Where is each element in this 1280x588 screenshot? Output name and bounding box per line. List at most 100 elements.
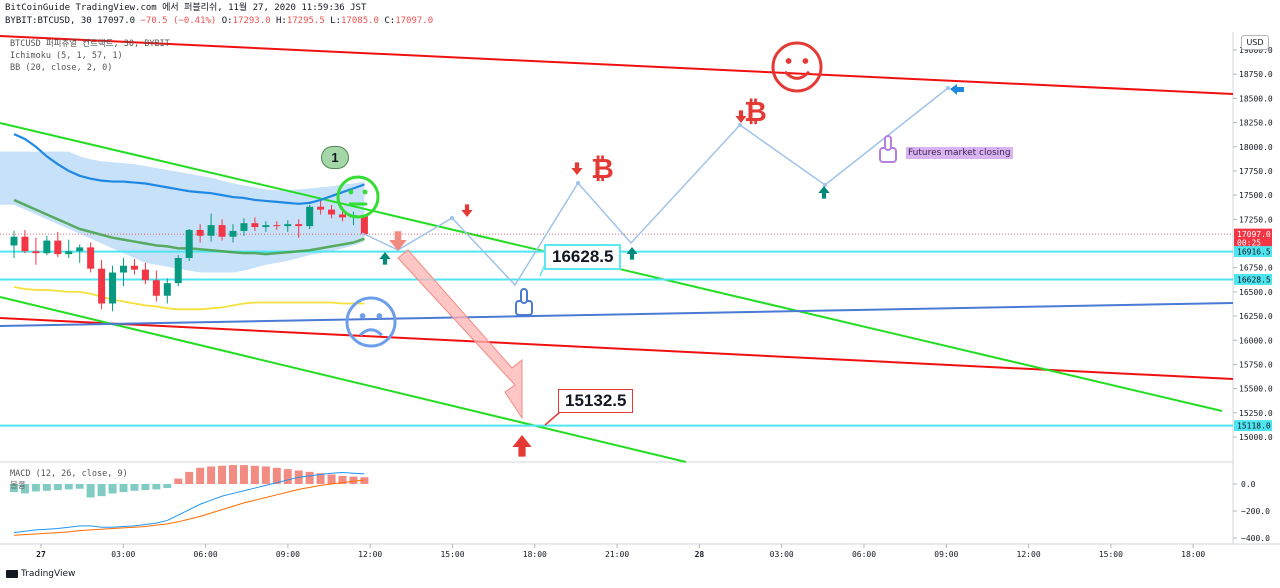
candle-body — [207, 225, 215, 236]
candle-body — [273, 225, 281, 227]
macd-histogram-bar — [327, 474, 336, 484]
tradingview-logo-icon — [6, 570, 18, 578]
macd-signal-line — [13, 479, 365, 536]
time-tick-label: 18:00 — [523, 550, 547, 559]
macd-layer — [10, 465, 369, 536]
blue-trendline — [0, 302, 1234, 327]
macd-histogram-bar — [130, 484, 139, 491]
legend-symbol[interactable]: BTCUSD 퍼피츄얼 컨트랙트, 30, BYBIT — [10, 39, 170, 49]
price-tick-label: 18750.0 — [1239, 70, 1273, 79]
projection-node — [946, 86, 950, 90]
face-outline — [336, 175, 380, 219]
left-arrow-icon — [950, 84, 964, 95]
hand-finger — [884, 135, 892, 151]
count-badge[interactable]: 1 — [321, 146, 349, 169]
candle-body — [218, 225, 226, 237]
candle-body — [130, 265, 138, 270]
macd-histogram-bar — [108, 484, 117, 494]
time-tick-label: 06:00 — [194, 550, 218, 559]
red-trendline-upper — [0, 35, 1234, 95]
macd-histogram-bar — [196, 467, 205, 484]
candle-body — [98, 268, 106, 304]
face-eye — [376, 313, 383, 319]
face-eye — [802, 58, 809, 64]
close-label: C: — [384, 16, 396, 26]
price-tick-label: 15000.0 — [1239, 433, 1273, 442]
macd-histogram-bar — [229, 465, 237, 484]
candle-body — [43, 240, 51, 254]
macd-histogram-bar — [305, 471, 314, 484]
candle-body — [32, 251, 40, 254]
time-tick-label: 28 — [695, 550, 705, 559]
down-arrow-icon — [571, 162, 583, 175]
price-tick-label: 17500.0 — [1239, 191, 1273, 200]
price-label: 17097.0 — [1237, 230, 1271, 239]
time-tick-label: 21:00 — [605, 550, 629, 559]
time-tick-label: 03:00 — [770, 550, 794, 559]
price-label-bg — [1234, 246, 1272, 258]
macd-histogram-bar — [10, 484, 18, 493]
candle-body — [185, 229, 193, 259]
hand-finger — [520, 288, 528, 304]
candle-body — [196, 229, 204, 236]
face-mouth — [359, 328, 383, 337]
time-tick-label: 09:00 — [276, 550, 300, 559]
tradingview-logo[interactable]: TradingView — [6, 569, 75, 579]
macd-histogram-bar — [119, 484, 128, 493]
macd-histogram-bar — [272, 467, 281, 484]
callout-15132[interactable]: 15132.5 — [558, 389, 634, 413]
candle-body — [174, 258, 182, 284]
price-tick-label: 17750.0 — [1239, 167, 1273, 176]
green-channel-lower — [0, 296, 687, 463]
legend-bb[interactable]: BB (20, close, 2, 0) — [10, 63, 113, 73]
macd-histogram-bar — [360, 477, 369, 484]
price-tick-label: 19000.0 — [1239, 46, 1273, 55]
axes-layer: 19000.0 18750.0 18500.0 18250.0 18000.0 17750… — [36, 46, 1273, 559]
bitcoin-icon: ₿ — [591, 152, 614, 185]
macd-histogram-bar — [141, 484, 150, 491]
symbol-info: BYBIT:BTCUSD, 30 17097.0 −70.5 (−0.41%) … — [5, 16, 433, 27]
face-outline — [771, 41, 823, 93]
macd-tick-label: −200.0 — [1241, 507, 1270, 516]
down-arrow-icon — [389, 231, 407, 251]
macd-histogram-bar — [250, 465, 259, 484]
price-label-bg — [1234, 228, 1272, 240]
currency-button[interactable]: USD — [1241, 35, 1269, 50]
legend-ichimoku[interactable]: Ichimoku (5, 1, 57, 1) — [10, 51, 123, 61]
pointing-hand-icon — [515, 288, 533, 316]
ichimoku-cloud — [14, 151, 365, 273]
price-tick-label: 18500.0 — [1239, 94, 1273, 103]
projection-node — [576, 181, 580, 185]
candle-body — [120, 265, 127, 273]
callout-16628[interactable]: 16628.5 — [544, 244, 622, 270]
candle-body — [87, 247, 95, 269]
candle-body — [262, 225, 270, 228]
legend-macd[interactable]: MACD (12, 26, close, 9) — [10, 469, 128, 479]
high-value: 17295.5 — [286, 16, 325, 26]
time-tick-label: 06:00 — [852, 550, 876, 559]
happy-smiley-icon — [771, 41, 823, 93]
bitcoin-icon: ₿ — [744, 95, 767, 128]
candle-body — [163, 283, 171, 296]
macd-histogram-bar — [349, 476, 358, 484]
drawings-layer — [336, 41, 964, 457]
big-down-arrow — [397, 249, 523, 420]
legend-volume: 볼륨 — [10, 481, 26, 491]
candle-body — [141, 269, 149, 281]
candle-body — [251, 223, 259, 228]
macd-tick-label: 0.0 — [1241, 480, 1256, 489]
macd-histogram-bar — [261, 466, 270, 484]
macd-histogram-bar — [185, 471, 194, 484]
symbol-name: BYBIT:BTCUSD, 30 — [5, 16, 92, 26]
candle-body — [10, 236, 18, 246]
price-tick-label: 16000.0 — [1239, 336, 1273, 345]
face-mouth — [783, 70, 811, 80]
up-arrow-icon — [379, 252, 391, 265]
sad-smiley-icon — [345, 296, 397, 348]
macd-tick-label: −400.0 — [1241, 534, 1270, 543]
macd-histogram-bar — [174, 478, 183, 484]
candle-body — [109, 272, 117, 304]
futures-closing-note[interactable]: Futures market closing — [906, 147, 1013, 159]
time-tick-label: 27 — [36, 550, 46, 559]
